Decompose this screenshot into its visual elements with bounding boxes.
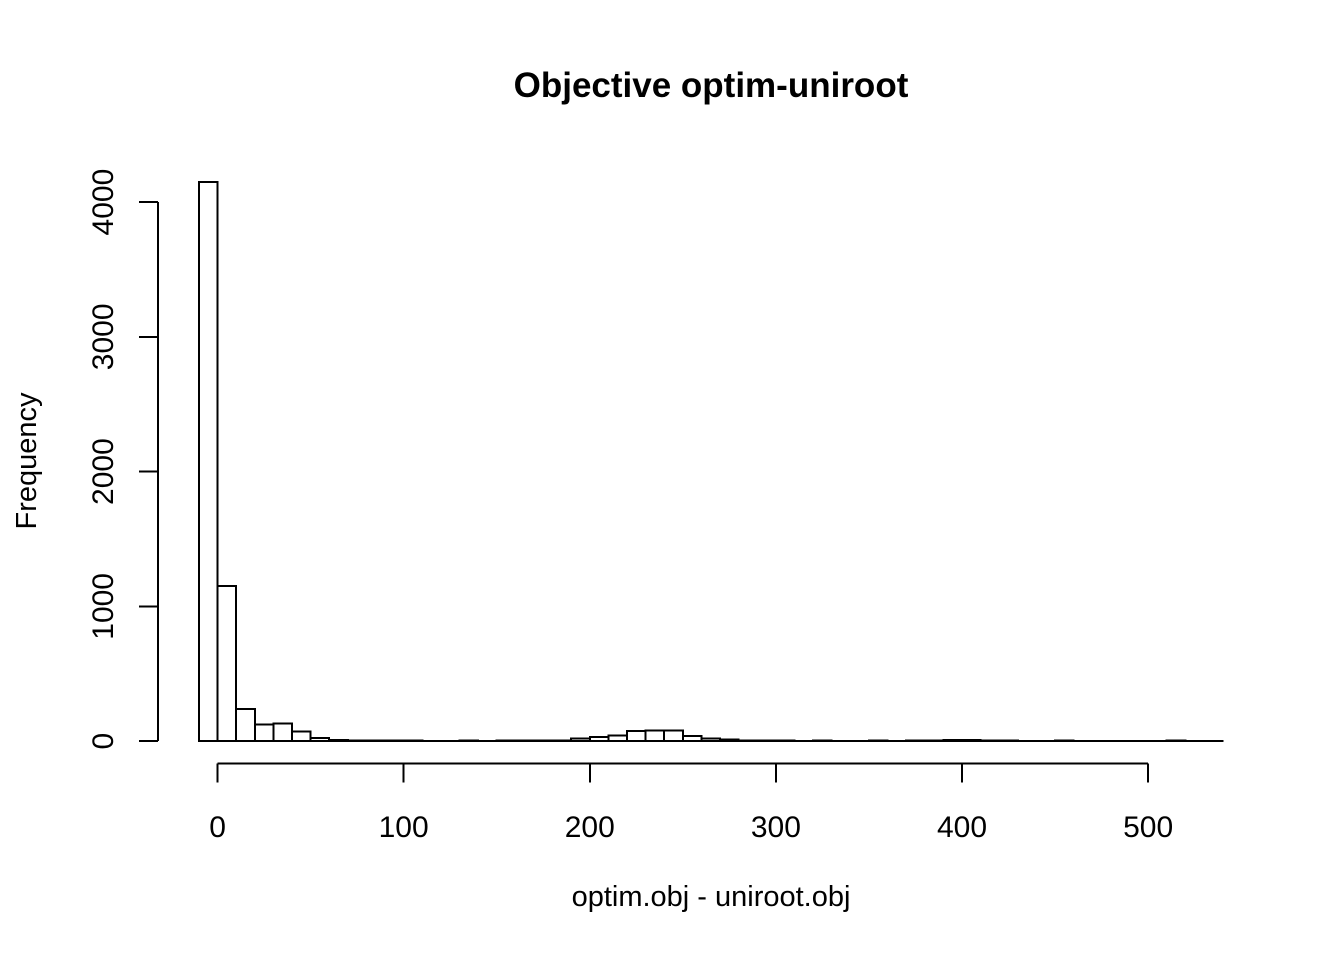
histogram-bar: [216, 585, 238, 743]
x-tick-label: 100: [379, 811, 429, 844]
histogram-bar: [291, 730, 312, 743]
y-axis-label: Frequency: [11, 392, 43, 530]
histogram-bar: [607, 734, 629, 743]
histogram-bar: [663, 729, 684, 743]
x-tick-label: 0: [209, 811, 226, 844]
histogram-bar: [328, 738, 349, 743]
histogram-bar: [719, 738, 740, 743]
y-tick-label: 3000: [87, 303, 120, 370]
x-tick-label: 200: [565, 811, 615, 844]
histogram-bar: [700, 737, 722, 743]
histogram-bar: [626, 730, 647, 743]
chart-title: Objective optim-uniroot: [514, 66, 909, 105]
x-tick-label: 500: [1123, 811, 1173, 844]
histogram-bar: [235, 707, 256, 743]
y-tick-label: 2000: [87, 438, 120, 505]
x-axis: 0 100 200 300 400 500: [209, 762, 1173, 844]
y-tick-label: 1000: [87, 573, 120, 640]
histogram-bar: [551, 739, 573, 743]
y-axis: 0 1000 2000 3000 4000: [87, 169, 159, 750]
histogram-bar: [309, 737, 331, 743]
histogram-bar: [272, 722, 294, 743]
histogram-bar: [644, 729, 666, 743]
histogram-bar: [737, 739, 759, 743]
histogram-bar: [961, 738, 982, 743]
x-axis-label: optim.obj - uniroot.obj: [572, 881, 851, 913]
histogram-bar: [756, 739, 777, 743]
histogram-bar: [942, 739, 964, 743]
x-tick-label: 300: [751, 811, 801, 844]
histogram-bar: [979, 739, 1001, 743]
histogram-bar: [365, 739, 387, 743]
histogram-bar: [197, 180, 219, 743]
histogram-bar: [588, 736, 610, 743]
histogram-bar: [923, 739, 945, 743]
histogram-bar: [253, 723, 275, 743]
histogram-bar: [346, 739, 368, 743]
histogram-bar: [532, 739, 554, 743]
histogram-bar: [681, 735, 703, 743]
y-tick-label: 4000: [87, 169, 120, 236]
histogram-bar: [570, 737, 591, 743]
y-tick-label: 0: [87, 733, 120, 750]
histogram-bars: [197, 180, 1224, 743]
x-tick-label: 400: [937, 811, 987, 844]
